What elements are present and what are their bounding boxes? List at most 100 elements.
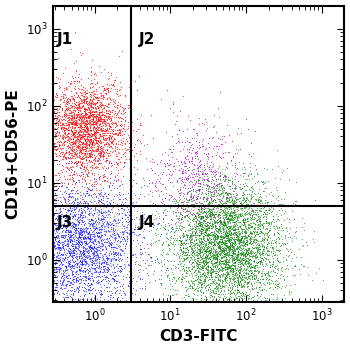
Point: [217, 218, 223, 224]
Point: [73, 159, 78, 165]
Point: [97, 110, 102, 116]
Point: [228, 159, 233, 164]
Point: [64, 202, 70, 208]
Point: [99, 150, 104, 155]
Point: [71, 141, 77, 146]
Point: [94, 244, 99, 250]
Point: [209, 222, 215, 228]
Point: [50, 115, 56, 121]
Point: [180, 190, 186, 196]
Point: [90, 116, 95, 121]
Point: [205, 222, 211, 228]
Point: [68, 113, 74, 119]
Point: [223, 243, 229, 248]
Point: [87, 235, 92, 241]
Point: [77, 243, 82, 248]
Point: [83, 121, 89, 127]
Point: [246, 275, 252, 281]
Point: [225, 235, 231, 241]
Point: [105, 104, 111, 110]
Point: [105, 242, 111, 247]
Point: [252, 267, 257, 273]
Point: [210, 288, 216, 294]
Point: [117, 114, 122, 119]
Point: [226, 218, 232, 223]
Point: [132, 78, 137, 84]
Point: [89, 152, 95, 158]
Point: [137, 242, 143, 247]
Point: [77, 124, 83, 129]
Point: [53, 216, 58, 221]
Point: [67, 237, 73, 243]
Point: [116, 290, 122, 296]
Point: [169, 193, 175, 199]
Point: [69, 153, 75, 158]
Point: [91, 131, 97, 136]
Point: [222, 240, 227, 245]
Point: [85, 154, 90, 160]
Point: [229, 248, 234, 253]
Point: [165, 251, 170, 257]
Point: [219, 282, 225, 287]
Point: [208, 266, 213, 272]
Point: [197, 116, 202, 121]
Point: [220, 239, 226, 245]
Point: [201, 289, 206, 295]
Point: [224, 298, 230, 303]
Point: [84, 115, 89, 121]
Point: [104, 212, 109, 218]
Point: [122, 212, 128, 218]
Point: [197, 247, 203, 253]
Point: [212, 230, 218, 236]
Point: [77, 248, 83, 254]
Point: [225, 218, 230, 224]
Point: [279, 169, 285, 175]
Point: [92, 181, 97, 186]
Point: [235, 244, 241, 250]
Point: [220, 258, 226, 264]
Point: [72, 75, 78, 80]
Point: [91, 153, 97, 158]
Point: [224, 259, 230, 265]
Point: [95, 239, 100, 244]
Point: [110, 231, 115, 237]
Point: [204, 176, 209, 182]
Point: [85, 130, 91, 135]
Point: [165, 241, 170, 247]
Point: [237, 270, 243, 275]
Point: [92, 158, 97, 163]
Point: [72, 151, 78, 157]
Point: [247, 224, 253, 230]
Point: [169, 241, 175, 247]
Point: [261, 203, 266, 209]
Point: [247, 262, 253, 267]
Point: [204, 192, 209, 197]
Point: [76, 154, 82, 160]
Point: [79, 118, 85, 124]
Point: [252, 208, 258, 213]
Point: [57, 256, 63, 261]
Point: [91, 111, 96, 117]
Point: [76, 237, 82, 243]
Point: [230, 270, 235, 275]
Point: [230, 286, 235, 292]
Point: [203, 258, 208, 263]
Point: [275, 193, 281, 198]
Point: [166, 220, 171, 226]
Point: [211, 238, 217, 244]
Point: [93, 257, 99, 262]
Point: [59, 135, 65, 141]
Point: [84, 151, 90, 157]
Point: [68, 284, 74, 290]
Point: [99, 200, 105, 206]
Point: [234, 275, 240, 280]
Point: [121, 235, 127, 241]
Point: [85, 250, 90, 256]
Point: [51, 203, 57, 208]
Point: [218, 197, 223, 203]
Point: [205, 241, 211, 246]
Point: [185, 199, 190, 205]
Point: [70, 148, 75, 153]
Point: [223, 256, 229, 262]
Point: [224, 269, 230, 274]
